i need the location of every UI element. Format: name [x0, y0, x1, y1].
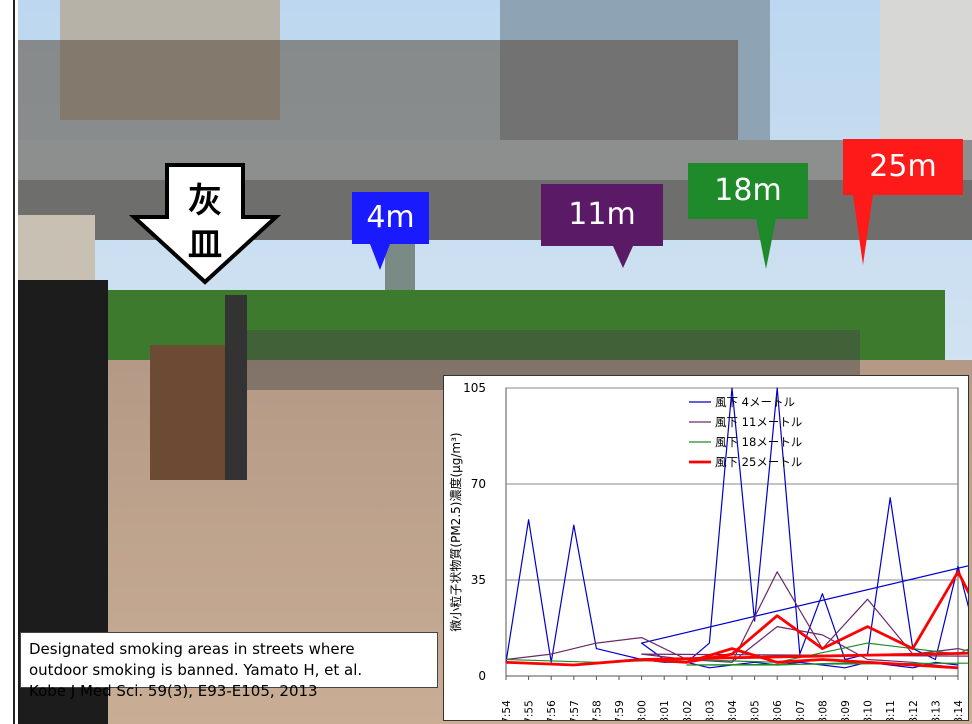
x-tick-label: 8:04: [727, 700, 739, 720]
series-line-1: [505, 387, 972, 669]
ashtray-sign-char-2: 皿: [188, 225, 222, 265]
x-tick-label: 8:07: [795, 700, 807, 720]
x-tick-label: 8:10: [863, 700, 875, 720]
x-tick-label: 7:59: [614, 700, 626, 720]
x-tick-label: 7:58: [591, 700, 603, 720]
plot-area: [505, 387, 959, 677]
x-tick-label: 8:09: [840, 700, 852, 720]
x-tick-label: 8:02: [682, 700, 694, 720]
x-tick-label: 8:11: [885, 700, 897, 720]
callout-tail: [370, 244, 390, 270]
caption-line-3: Kobe J Med Sci. 59(3), E93-E105, 2013: [29, 682, 318, 700]
x-tick-label: 7:54: [501, 700, 513, 720]
bridge-deck: [18, 140, 972, 180]
caption-line-2: outdoor smoking is banned. Yamato H, et …: [29, 661, 363, 679]
x-tick-label: 7:56: [546, 700, 558, 720]
legend-label: 風下 18メートル: [715, 435, 802, 449]
left-border: [0, 0, 18, 724]
y-axis-label: 微小粒子状物質(PM2.5)濃度(μg/m³): [448, 432, 463, 631]
y-tick-label: 35: [471, 573, 486, 587]
x-tick-label: 8:13: [930, 700, 942, 720]
ashtray-bin: [150, 345, 235, 480]
callout-18m: 18m: [688, 163, 808, 269]
legend-label: 風下 25メートル: [715, 455, 802, 469]
x-tick-label: 8:06: [772, 700, 784, 720]
x-tick-label: 7:57: [569, 700, 581, 720]
x-tick-label: 7:55: [524, 700, 536, 720]
callout-4m: 4m: [352, 192, 429, 270]
x-tick-label: 8:14: [953, 700, 965, 720]
ashtray-arrow-sign: 灰 皿: [128, 163, 282, 285]
building-right: [880, 0, 972, 150]
x-tick-label: 8:03: [704, 700, 716, 720]
y-tick-label: 0: [478, 669, 486, 683]
x-tick-label: 8:12: [908, 700, 920, 720]
callout-25m: 25m: [843, 139, 963, 265]
pm25-line-chart: 0 35 70 105 7:54 7:55 7:56 7:57 7:58 7:59 8:00 8:01…: [448, 381, 972, 724]
series-line-2: [505, 571, 972, 669]
pm25-chart-panel: 0 35 70 105 7:54 7:55 7:56 7:57 7:58 7:59 8:00 8:01…: [443, 375, 972, 724]
callout-11m: 11m: [541, 184, 663, 268]
x-tick-label: 8:00: [637, 700, 649, 720]
x-tick-label: 8:05: [750, 700, 762, 720]
series-line-4: [505, 570, 972, 670]
x-tick-label: 8:08: [817, 700, 829, 720]
callout-tail: [756, 219, 776, 269]
callout-tail: [613, 246, 633, 268]
citation-caption: Designated smoking areas in streets wher…: [20, 632, 438, 700]
y-tick-label: 70: [471, 477, 486, 491]
legend-label: 風下 11メートル: [715, 415, 802, 429]
y-tick-label: 105: [463, 381, 486, 395]
callout-tail: [853, 195, 873, 265]
bridge-railing: [18, 40, 738, 150]
legend-label: 風下 4メートル: [715, 395, 795, 409]
series-line-3: [505, 642, 972, 669]
ashtray-sign-char-1: 灰: [188, 181, 222, 221]
ashtray-post: [225, 295, 247, 480]
x-tick-label: 8:01: [659, 700, 671, 720]
caption-line-1: Designated smoking areas in streets wher…: [29, 640, 355, 658]
